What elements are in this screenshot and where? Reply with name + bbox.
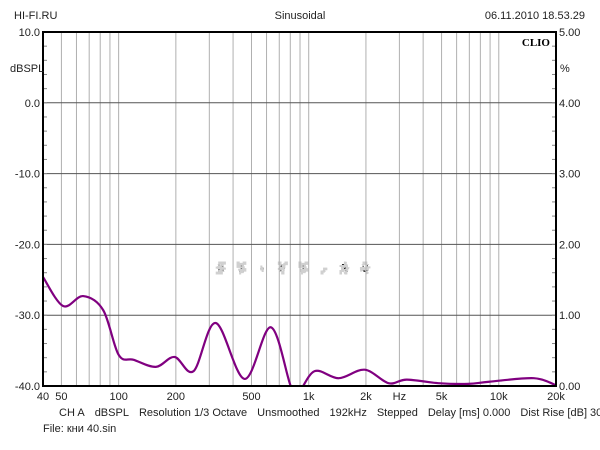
footer-settings: CH A dBSPL Resolution 1/3 Octave Unsmoothed…: [59, 407, 600, 419]
y2-tick-label: 2.00: [559, 239, 580, 251]
x-tick-label: 10k: [490, 391, 508, 403]
x-tick-label: 200: [167, 391, 185, 403]
setting-item: Resolution 1/3 Octave: [139, 407, 247, 419]
setting-item: 192kHz: [330, 407, 367, 419]
x-tick-label: Hz: [393, 391, 406, 403]
y-tick-label: 0.0: [25, 98, 40, 110]
setting-item: Dist Rise [dB] 30.00: [520, 407, 600, 419]
y2-tick-label: 0.00: [559, 381, 580, 393]
setting-item: Unsmoothed: [257, 407, 319, 419]
y2-tick-label: 3.00: [559, 169, 580, 181]
x-tick-label: 1k: [303, 391, 315, 403]
y2-tick-label: 5.00: [559, 27, 580, 39]
y-tick-label: -30.0: [15, 310, 40, 322]
x-tick-label: 20k: [547, 391, 565, 403]
y-tick-label: -40.0: [15, 381, 40, 393]
curve-layer: [43, 276, 556, 386]
x-tick-label: 50: [55, 391, 67, 403]
setting-item: Delay [ms] 0.000: [428, 407, 511, 419]
watermark: HI-FI.RU: [215, 260, 383, 278]
x-tick-label: 40: [37, 391, 49, 403]
header-title: Sinusoidal: [275, 10, 326, 22]
y2-axis-label: %: [560, 63, 570, 75]
clio-brand: CLIO: [522, 37, 551, 49]
x-tick-label: 100: [109, 391, 127, 403]
y-tick-label: -10.0: [15, 169, 40, 181]
header-left: HI-FI.RU: [14, 10, 57, 22]
y2-tick-label: 1.00: [559, 310, 580, 322]
setting-item: Stepped: [377, 407, 418, 419]
setting-item: dBSPL: [95, 407, 129, 419]
watermark-text: HI-FI.RU: [218, 262, 383, 275]
plot-frame: [42, 31, 557, 387]
grid: [43, 31, 556, 387]
y-tick-label: 10.0: [19, 27, 40, 39]
x-tick-label: 5k: [436, 391, 448, 403]
x-tick-label: 500: [242, 391, 260, 403]
axis-ticks: 10.0 0.0 -10.0 -20.0 -30.0 -40.0 5.00 4.00 3.00 2…: [15, 27, 581, 403]
x-tick-label: 2k: [360, 391, 372, 403]
y2-tick-label: 4.00: [559, 98, 580, 110]
header-timestamp: 06.11.2010 18.53.29: [485, 10, 585, 22]
y-axis-label: dBSPL: [10, 63, 44, 75]
y-tick-label: -20.0: [15, 239, 40, 251]
series-line-ch-a: [43, 276, 556, 386]
file-name: File: кни 40.sin: [43, 423, 116, 435]
setting-item: CH A: [59, 407, 85, 419]
